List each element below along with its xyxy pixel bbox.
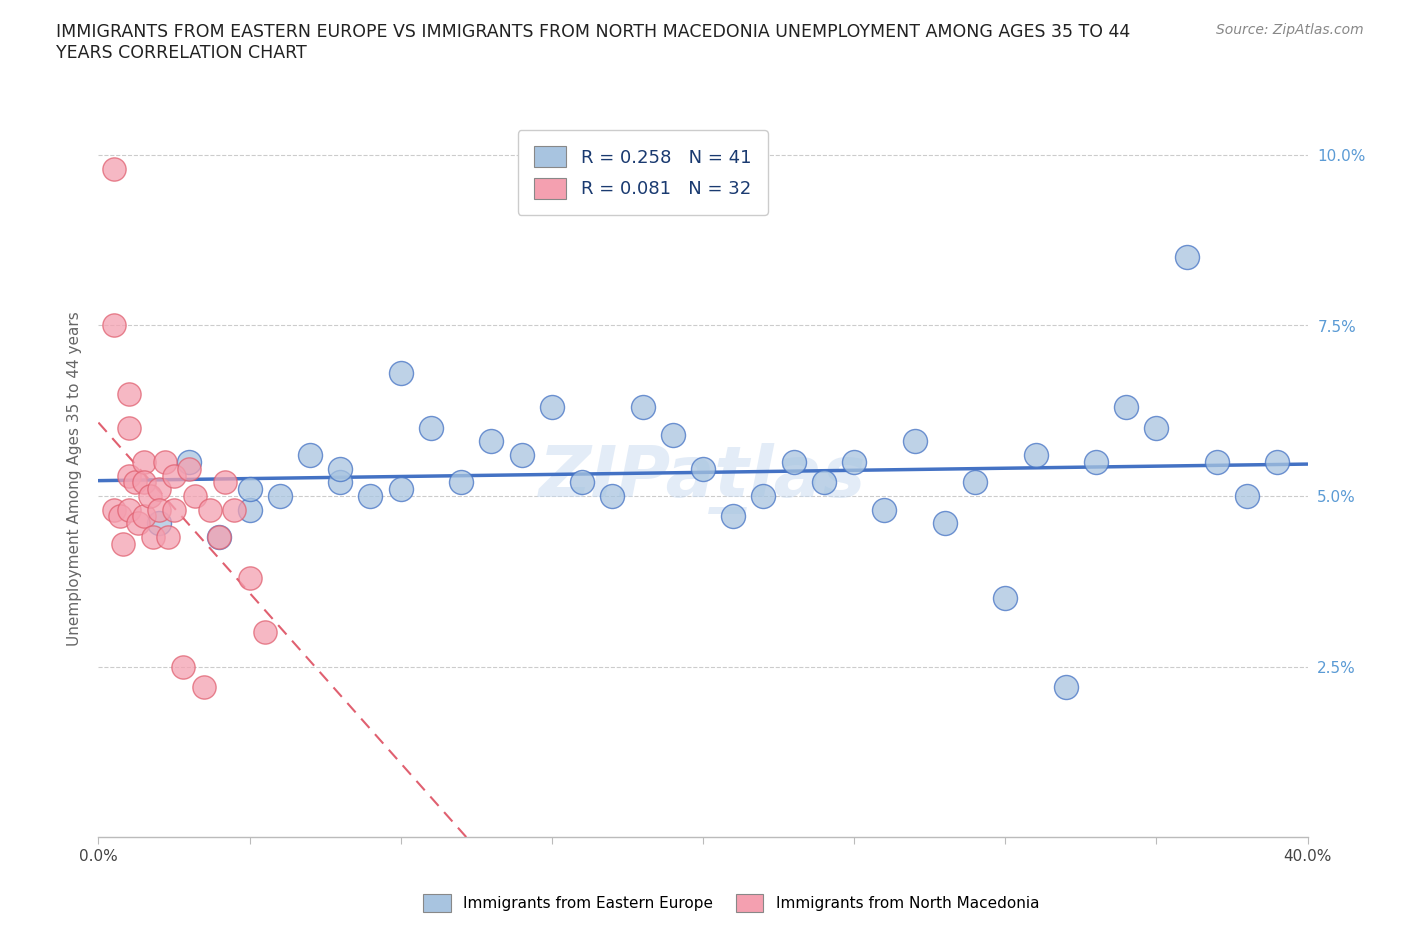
Point [208,529,231,544]
Point [148,482,170,497]
Point [450,475,472,490]
Point [481,434,503,449]
Point [239,482,262,497]
Point [179,455,201,470]
Point [420,420,443,435]
Point [156,529,179,544]
Point [200,502,222,517]
Point [510,447,533,462]
Point [253,625,276,640]
Text: Source: ZipAtlas.com: Source: ZipAtlas.com [1216,23,1364,37]
Point [132,509,155,524]
Point [103,161,125,176]
Point [1054,680,1077,695]
Point [783,455,806,470]
Point [1236,488,1258,503]
Point [224,502,246,517]
Point [179,461,201,476]
Point [118,386,141,401]
Point [904,434,927,449]
Point [193,680,215,695]
Point [329,475,352,490]
Point [934,516,956,531]
Point [631,400,654,415]
Point [148,502,170,517]
Point [540,400,562,415]
Point [389,482,412,497]
Text: IMMIGRANTS FROM EASTERN EUROPE VS IMMIGRANTS FROM NORTH MACEDONIA UNEMPLOYMENT A: IMMIGRANTS FROM EASTERN EUROPE VS IMMIGR… [56,23,1130,62]
Point [1267,455,1289,470]
Point [132,475,155,490]
Point [208,529,231,544]
Point [1024,447,1046,462]
Point [103,502,125,517]
Point [723,509,745,524]
Point [299,447,322,462]
Point [108,509,131,524]
Point [1175,250,1198,265]
Point [571,475,593,490]
Point [965,475,987,490]
Point [142,529,165,544]
Point [360,488,382,503]
Point [118,420,141,435]
Point [994,591,1017,605]
Point [873,502,896,517]
Y-axis label: Unemployment Among Ages 35 to 44 years: Unemployment Among Ages 35 to 44 years [66,312,82,646]
Point [132,455,155,470]
Point [124,475,146,490]
Point [153,455,176,470]
Text: ZIPat̲las: ZIPat̲las [540,444,866,514]
Point [163,468,186,483]
Point [844,455,866,470]
Point [184,488,207,503]
Point [214,475,236,490]
Point [103,318,125,333]
Point [172,659,194,674]
Point [163,502,186,517]
Point [1085,455,1108,470]
Point [239,570,262,585]
Point [692,461,714,476]
Point [118,502,141,517]
Point [127,516,149,531]
Point [269,488,291,503]
Point [661,427,683,442]
Point [239,502,262,517]
Point [602,488,624,503]
Legend: R = 0.258   N = 41, R = 0.081   N = 32: R = 0.258 N = 41, R = 0.081 N = 32 [517,130,768,215]
Point [1144,420,1167,435]
Point [1206,455,1229,470]
Point [1115,400,1137,415]
Point [389,365,412,380]
Legend: Immigrants from Eastern Europe, Immigrants from North Macedonia: Immigrants from Eastern Europe, Immigran… [418,888,1045,918]
Point [752,488,775,503]
Point [111,537,134,551]
Point [118,468,141,483]
Point [813,475,835,490]
Point [148,516,170,531]
Point [139,488,162,503]
Point [329,461,352,476]
